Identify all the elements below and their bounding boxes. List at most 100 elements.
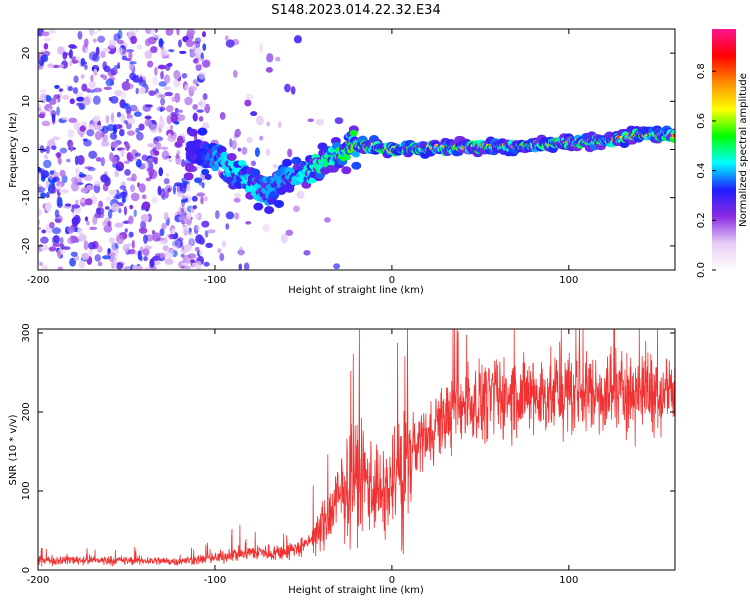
spectrogram-noise-blob	[126, 48, 134, 53]
spectrogram-noise-blob	[94, 254, 102, 262]
spectrogram-noise-blob	[254, 147, 260, 158]
spectrogram-noise-blob	[194, 47, 202, 55]
spectrogram-noise-blob	[114, 169, 120, 178]
spectrogram-noise-blob	[151, 230, 156, 235]
spectrogram-noise-blob	[68, 44, 76, 49]
spectrogram-noise-blob	[114, 222, 124, 228]
spectrogram-noise-blob	[184, 84, 189, 91]
spectrogram-noise-blob	[275, 56, 281, 62]
spectrogram-noise-blob	[168, 49, 175, 53]
spectrogram-noise-blob	[158, 94, 166, 98]
spectrogram-noise-blob	[40, 49, 45, 53]
spectrogram-noise-blob	[60, 243, 65, 250]
spectrogram-noise-blob	[43, 154, 49, 160]
spectrogram-noise-blob	[92, 215, 98, 226]
spectrogram-noise-blob	[303, 249, 311, 256]
snr-x-axis-label: Height of straight line (km)	[288, 585, 424, 596]
spectrogram-noise-blob	[284, 83, 291, 93]
spectrogram-noise-blob	[138, 227, 148, 234]
snr-frame	[37, 328, 676, 571]
spectrogram-noise-blob	[175, 154, 180, 159]
spectrogram-noise-blob	[198, 180, 202, 186]
spectrogram-noise-blob	[201, 181, 205, 189]
spectrogram-ridge-blob	[349, 129, 358, 137]
spectrogram-noise-blob	[315, 118, 325, 126]
spectrogram-noise-blob	[170, 113, 178, 124]
spectrogram-noise-blob	[225, 39, 235, 48]
spectrogram-noise-blob	[165, 190, 169, 199]
spectrogram-noise-blob	[176, 135, 184, 145]
spectrogram-noise-blob	[78, 173, 87, 178]
spectrogram-noise-blob	[76, 154, 85, 165]
spectrogram-noise-blob	[272, 163, 278, 168]
spectrogram-noise-blob	[101, 220, 107, 227]
spectrogram-noise-blob	[172, 184, 177, 195]
spectrogram-noise-blob	[133, 209, 137, 218]
spectrogram-noise-blob	[165, 248, 174, 259]
spectrogram-noise-blob	[144, 267, 150, 270]
spectrogram-noise-blob	[165, 173, 170, 177]
spectrogram-noise-blob	[135, 127, 140, 133]
spectrogram-noise-blob	[129, 61, 137, 65]
spectrogram-noise-blob	[39, 93, 47, 103]
spectrogram-marks	[38, 29, 675, 270]
spectrogram-noise-blob	[188, 85, 197, 92]
spectrogram-noise-blob	[266, 121, 271, 127]
spectrogram-noise-blob	[219, 252, 225, 262]
spectrogram-noise-blob	[50, 185, 57, 194]
spectrogram-noise-blob	[86, 184, 94, 191]
spectrogram-noise-blob	[287, 148, 293, 158]
spectrogram-noise-blob	[293, 205, 301, 213]
spectrogram-ridge-blob	[201, 168, 210, 176]
spectrogram-noise-blob	[80, 57, 86, 67]
spectrogram-noise-blob	[58, 88, 64, 92]
spectrogram-noise-blob	[45, 192, 50, 199]
spectrogram-noise-blob	[72, 87, 79, 94]
spectrogram-noise-blob	[166, 115, 173, 125]
spectrogram-noise-blob	[186, 29, 196, 36]
spectrogram-noise-blob	[84, 198, 93, 206]
spectrogram-noise-blob	[73, 214, 81, 225]
spectrogram-noise-blob	[158, 81, 167, 87]
spectrogram-noise-blob	[49, 170, 55, 175]
spectrogram-noise-blob	[40, 192, 47, 199]
spectrogram-noise-blob	[219, 112, 226, 120]
spectrogram-noise-blob	[204, 230, 209, 238]
spectrogram-noise-blob	[250, 160, 257, 167]
spectrogram-noise-blob	[171, 228, 176, 235]
spectrogram-noise-blob	[96, 207, 101, 214]
spectrogram-noise-blob	[324, 217, 331, 223]
spectrogram-noise-blob	[158, 119, 165, 130]
spectrogram-noise-blob	[124, 228, 128, 233]
spectrogram-ridge-blob	[183, 172, 194, 181]
spectrogram-noise-blob	[48, 29, 57, 34]
spectrogram-noise-blob	[67, 128, 75, 138]
spectrogram-noise-blob	[148, 90, 156, 96]
spectrogram-noise-blob	[97, 261, 103, 267]
spectrogram-noise-blob	[192, 58, 199, 64]
spectrogram-noise-blob	[160, 70, 164, 80]
spectrogram-noise-blob	[69, 142, 74, 152]
spectrogram-noise-blob	[139, 86, 146, 95]
spectrogram-noise-blob	[138, 183, 146, 193]
spectrogram-noise-blob	[107, 209, 113, 219]
spectrogram-noise-blob	[107, 220, 112, 227]
spectrogram-noise-blob	[113, 65, 120, 69]
spectrogram-noise-blob	[293, 35, 303, 44]
x-tick-label: 100	[559, 275, 578, 286]
spectrogram-noise-blob	[94, 130, 102, 141]
spectrogram-noise-blob	[129, 204, 134, 210]
spectrogram-noise-blob	[68, 117, 78, 123]
spectrogram-noise-blob	[198, 58, 206, 62]
spectrogram-noise-blob	[76, 96, 85, 102]
spectrogram-noise-blob	[100, 174, 109, 183]
spectrogram-noise-blob	[266, 52, 274, 63]
spectrogram-noise-blob	[168, 158, 173, 163]
spectrogram-noise-blob	[307, 118, 314, 123]
spectrogram-noise-blob	[183, 244, 192, 252]
spectrogram-noise-blob	[69, 257, 77, 267]
spectrogram-noise-blob	[183, 228, 188, 236]
spectrogram-noise-blob	[152, 255, 160, 262]
spectrogram-noise-blob	[69, 60, 73, 67]
spectrogram-noise-blob	[130, 35, 138, 45]
